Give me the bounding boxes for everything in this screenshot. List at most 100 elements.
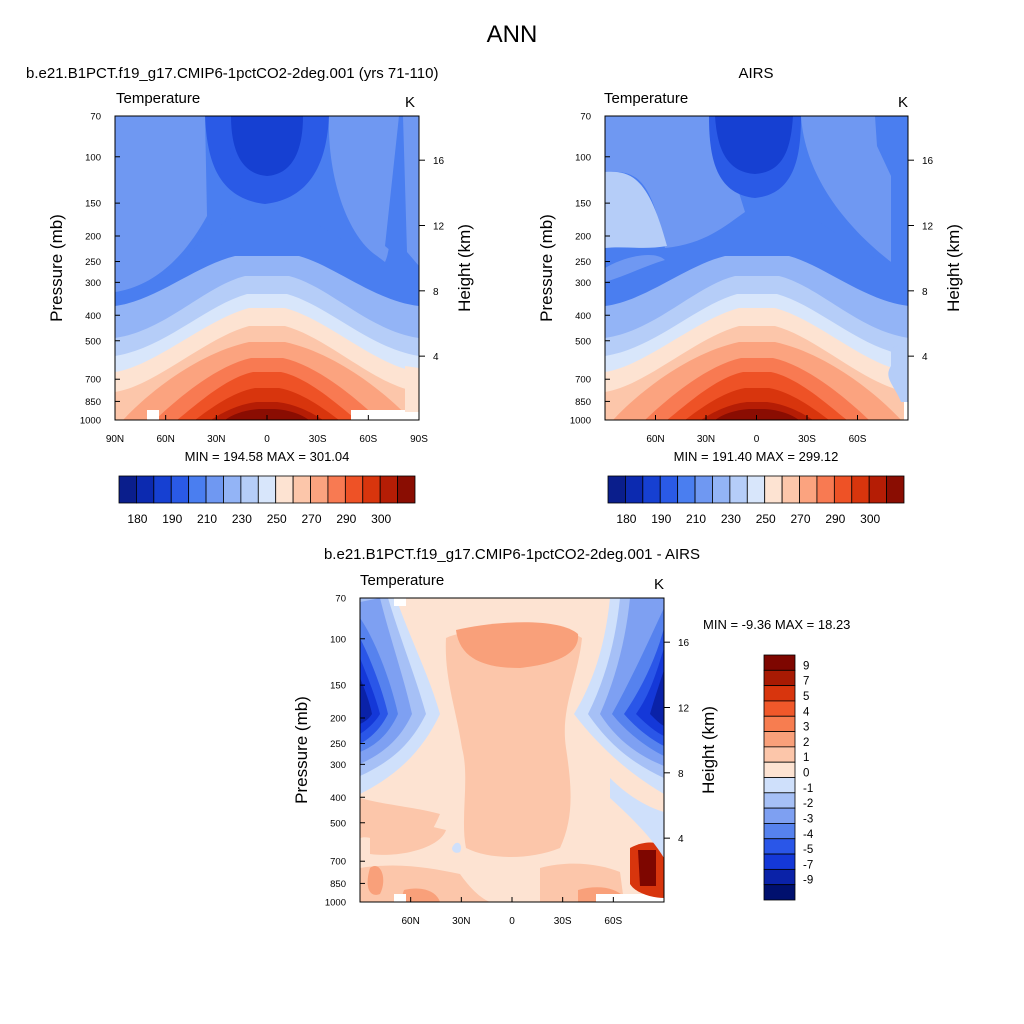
pressure-tick-label: 250: [85, 257, 101, 268]
colorbar-label: -1: [803, 783, 813, 795]
colorbar-label: -3: [803, 813, 813, 825]
y-axis-label: Pressure (mb): [47, 214, 66, 322]
colorbar-label: 190: [162, 512, 182, 526]
pressure-ticks: 70 100 150 200 250 300 400 500 700 850 1000: [80, 112, 120, 427]
colorbar-label: 7: [803, 676, 809, 688]
x-tick-label: 30S: [554, 916, 572, 927]
units-label: K: [405, 94, 415, 111]
variable-label: Temperature: [360, 572, 444, 589]
colorbar-swatch: [170, 475, 190, 504]
colorbar-swatch: [763, 715, 796, 732]
colorbar-label: 270: [302, 512, 322, 526]
colorbar-swatch: [764, 475, 783, 504]
colorbar-swatch: [205, 475, 224, 504]
pressure-tick-label: 150: [330, 681, 346, 692]
pressure-tick-label: 300: [575, 278, 591, 289]
figure-title: ANN: [487, 21, 538, 48]
pressure-tick-label: 300: [85, 278, 101, 289]
colorbar-label: 300: [860, 512, 880, 526]
colorbar-swatch: [275, 475, 294, 504]
x-tick-label: 60S: [359, 434, 377, 445]
colorbar-label: 4: [803, 706, 810, 718]
pressure-tick-label: 500: [575, 336, 591, 347]
pressure-tick-label: 850: [85, 397, 101, 408]
contour-field: [360, 598, 664, 902]
x-tick-label: 60S: [849, 434, 867, 445]
colorbar-swatch: [659, 475, 679, 504]
pressure-tick-label: 500: [85, 336, 101, 347]
pressure-tick-label: 200: [85, 232, 101, 243]
colorbar-swatch: [763, 884, 796, 901]
panel-title: AIRS: [738, 65, 773, 82]
colorbar-label: -4: [803, 829, 814, 841]
colorbar-swatch: [851, 475, 870, 504]
height-ticks: 16 12 8 4: [664, 638, 690, 845]
colorbar-swatch: [327, 475, 346, 504]
panel-airs: AIRS Temperature K Pressure (mb) Height …: [537, 65, 963, 526]
colorbar-swatch: [379, 475, 398, 504]
height-tick-label: 16: [922, 156, 934, 167]
colorbar-swatch: [868, 475, 887, 504]
colorbar-label: 0: [803, 768, 809, 780]
colorbar-swatch: [344, 475, 364, 504]
x-tick-label: 30S: [798, 434, 816, 445]
colorbar-label: 210: [686, 512, 706, 526]
pressure-tick-label: 700: [575, 375, 591, 386]
pressure-tick-label: 500: [330, 818, 346, 829]
height-ticks: 16 12 8 4: [419, 156, 445, 363]
pressure-tick-label: 400: [330, 793, 346, 804]
x-tick-label: 90N: [106, 434, 124, 445]
pressure-tick-label: 700: [330, 857, 346, 868]
colorbar: 180 190 210 230 250 270 290 300: [118, 475, 416, 526]
colorbar-swatch: [292, 475, 311, 504]
colorbar-swatch: [694, 475, 713, 504]
colorbar-swatch: [712, 475, 731, 504]
colorbar-swatch: [136, 475, 155, 504]
colorbar-label: 180: [616, 512, 636, 526]
colorbar-label: 290: [336, 512, 356, 526]
colorbar-swatch: [118, 475, 137, 504]
x-tick-label: 90S: [410, 434, 428, 445]
colorbar-label: 290: [825, 512, 845, 526]
colorbar-swatch: [763, 685, 796, 702]
colorbar-swatch: [763, 777, 796, 794]
colorbar-label: 250: [267, 512, 287, 526]
height-tick-label: 12: [922, 222, 934, 233]
pressure-tick-label: 200: [575, 232, 591, 243]
x-ticks: 60N 30N 0 30S 60S: [401, 897, 623, 927]
colorbar-swatch: [763, 838, 796, 855]
pressure-tick-label: 850: [575, 397, 591, 408]
y-axis-label: Pressure (mb): [537, 214, 556, 322]
colorbar-swatch: [816, 475, 835, 504]
height-tick-label: 4: [922, 352, 928, 363]
colorbar-swatch: [763, 868, 796, 886]
y-axis-label: Pressure (mb): [292, 696, 311, 804]
colorbar-label: 300: [371, 512, 391, 526]
colorbar-label: 270: [791, 512, 811, 526]
colorbar-label: 250: [756, 512, 776, 526]
colorbar-swatch: [763, 731, 796, 748]
colorbar-swatch: [781, 475, 800, 504]
height-tick-label: 8: [678, 769, 684, 780]
colorbar-swatch: [763, 761, 796, 778]
colorbar: 180 190 210 230 250 270 290 300: [607, 475, 905, 526]
colorbar-label: 9: [803, 660, 809, 672]
colorbar-label: 230: [232, 512, 252, 526]
panel-model: b.e21.B1PCT.f19_g17.CMIP6-1pctCO2-2deg.0…: [26, 65, 474, 526]
panel-difference: b.e21.B1PCT.f19_g17.CMIP6-1pctCO2-2deg.0…: [292, 546, 850, 927]
colorbar-swatch: [607, 475, 626, 504]
x-tick-label: 0: [264, 434, 270, 445]
colorbar-swatch: [763, 792, 796, 809]
colorbar-swatch: [763, 654, 796, 671]
colorbar-swatch: [153, 475, 172, 504]
pressure-tick-label: 300: [330, 760, 346, 771]
variable-label: Temperature: [604, 90, 688, 107]
colorbar-swatch: [257, 475, 277, 504]
colorbar-swatch: [763, 807, 796, 824]
colorbar-label: 180: [127, 512, 147, 526]
colorbar-swatch: [763, 823, 796, 840]
x-tick-label: 60N: [401, 916, 419, 927]
colorbar-swatch: [223, 475, 242, 504]
pressure-tick-label: 100: [575, 152, 591, 163]
